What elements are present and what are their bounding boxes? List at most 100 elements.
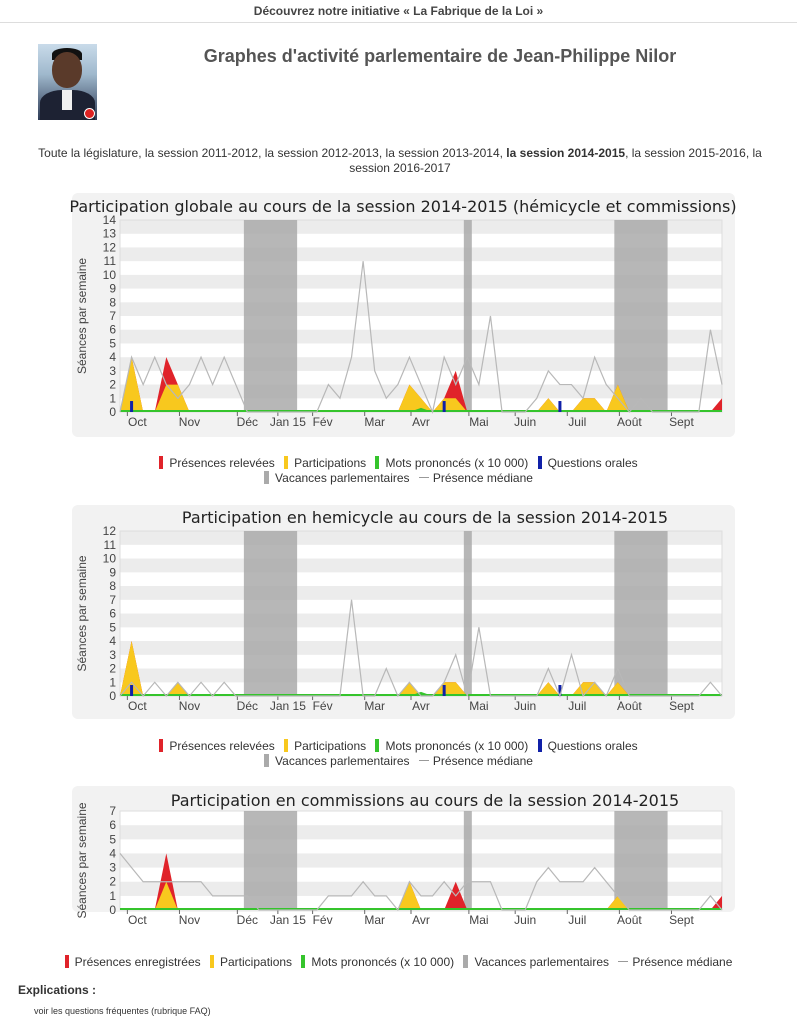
legend-global: Présences relevées Participations Mots p… xyxy=(0,456,797,486)
question-bar xyxy=(442,685,446,696)
session-link-0[interactable]: Toute la législature xyxy=(38,146,139,160)
y-tick-label: 12 xyxy=(103,524,117,538)
y-tick-label: 8 xyxy=(109,579,116,593)
x-tick-label: Mai xyxy=(469,415,488,429)
legend-questions: Questions orales xyxy=(537,456,638,471)
vacation-band xyxy=(614,220,668,412)
session-link-1[interactable]: la session 2011-2012 xyxy=(144,146,259,160)
x-tick-label: Nov xyxy=(179,913,200,927)
legend-vacances: Vacances parlementaires xyxy=(264,754,410,769)
session-link-3[interactable]: la session 2013-2014 xyxy=(385,146,500,160)
initiative-banner: Découvrez notre initiative « La Fabrique… xyxy=(0,0,797,23)
y-tick-label: 11 xyxy=(104,538,117,552)
y-tick-label: 12 xyxy=(103,240,117,254)
y-tick-label: 1 xyxy=(109,889,116,903)
session-link-4[interactable]: la session 2014-2015 xyxy=(506,146,626,160)
x-tick-label: Fév xyxy=(313,913,333,927)
grid-band xyxy=(120,329,722,344)
y-tick-label: 7 xyxy=(109,309,116,323)
x-tick-label: Jan 15 xyxy=(270,415,306,429)
legend-mediane: Présence médiane xyxy=(418,754,533,769)
series-mediane xyxy=(119,261,723,414)
y-tick-label: 1 xyxy=(109,675,116,689)
grid-band xyxy=(120,825,722,840)
y-tick-label: 0 xyxy=(109,903,116,917)
x-tick-label: Mar xyxy=(364,913,385,927)
legend-participations: Participations xyxy=(284,456,366,471)
y-axis-label: Séances par semaine xyxy=(75,802,89,918)
y-axis-label: Séances par semaine xyxy=(75,555,89,671)
y-tick-label: 0 xyxy=(109,405,116,419)
series-presences xyxy=(120,641,722,696)
y-tick-label: 3 xyxy=(109,861,116,875)
faq-link[interactable]: voir les questions fréquentes (rubrique … xyxy=(34,1006,211,1016)
y-tick-label: 3 xyxy=(109,364,116,378)
grid-band xyxy=(120,288,722,303)
series-participations xyxy=(120,357,722,412)
x-tick-label: Fév xyxy=(313,699,333,713)
initiative-link[interactable]: Découvrez notre initiative « La Fabrique… xyxy=(253,4,544,18)
legend-vacances: Vacances parlementaires xyxy=(463,955,609,970)
y-tick-label: 6 xyxy=(109,323,116,337)
grid-band xyxy=(120,247,722,262)
y-tick-label: 0 xyxy=(109,689,116,703)
x-tick-label: Mai xyxy=(469,699,488,713)
series-mediane xyxy=(119,853,723,912)
series-participations xyxy=(120,641,722,696)
x-tick-label: Août xyxy=(617,415,642,429)
y-axis-label: Séances par semaine xyxy=(75,258,89,374)
grid-band xyxy=(120,302,722,316)
y-tick-label: 2 xyxy=(109,875,116,889)
grid-band xyxy=(120,233,722,248)
legend-mediane: Présence médiane xyxy=(618,955,732,970)
x-tick-label: Sept xyxy=(669,913,694,927)
series-mediane xyxy=(119,599,723,698)
grid-band xyxy=(120,370,722,385)
x-tick-label: Août xyxy=(617,913,642,927)
x-tick-label: Mar xyxy=(364,699,385,713)
question-bar xyxy=(558,401,562,412)
y-tick-label: 10 xyxy=(103,552,117,566)
y-tick-label: 10 xyxy=(103,268,117,282)
x-tick-label: Oct xyxy=(128,415,147,429)
grid-band xyxy=(120,811,722,826)
grid-band xyxy=(120,544,722,559)
legend-participations: Participations xyxy=(210,955,292,970)
y-tick-label: 4 xyxy=(109,350,116,364)
session-link-2[interactable]: la session 2012-2013 xyxy=(264,146,379,160)
grid-band xyxy=(120,586,722,600)
session-link-6[interactable]: la session 2016-2017 xyxy=(349,146,762,175)
x-tick-label: Sept xyxy=(669,699,694,713)
page-title: Graphes d'activité parlementaire de Jean… xyxy=(203,46,677,66)
legend-presences: Présences enregistrées xyxy=(64,955,201,970)
y-tick-label: 5 xyxy=(109,832,116,846)
vacation-band xyxy=(463,220,472,412)
legend-vacances: Vacances parlementaires xyxy=(264,471,410,486)
legend-mots: Mots prononcés (x 10 000) xyxy=(375,739,528,754)
group-color-dot xyxy=(84,108,95,119)
legend-presences: Présences relevées xyxy=(159,739,275,754)
grid-band xyxy=(120,867,722,882)
y-tick-label: 11 xyxy=(104,254,117,268)
x-tick-label: Déc xyxy=(237,415,258,429)
x-tick-label: Juil xyxy=(568,415,586,429)
x-tick-label: Août xyxy=(617,699,642,713)
grid-band xyxy=(120,881,722,896)
chart-title: Participation en hemicycle au cours de l… xyxy=(182,508,668,527)
grid-band xyxy=(120,682,722,696)
grid-band xyxy=(120,261,722,275)
series-participations xyxy=(120,881,722,910)
legend-participations: Participations xyxy=(284,739,366,754)
y-tick-label: 4 xyxy=(109,634,116,648)
session-selector: Toute la législature, la session 2011-20… xyxy=(38,146,762,175)
grid-band xyxy=(120,613,722,628)
plot-area xyxy=(119,530,723,697)
explanations-heading: Explications : xyxy=(18,983,97,997)
y-tick-label: 14 xyxy=(103,213,117,227)
x-tick-label: Déc xyxy=(237,699,258,713)
y-tick-label: 6 xyxy=(109,607,116,621)
session-link-5[interactable]: la session 2015-2016 xyxy=(631,146,746,160)
legend-hemicycle: Présences relevées Participations Mots p… xyxy=(0,739,797,769)
question-bar xyxy=(130,685,134,696)
